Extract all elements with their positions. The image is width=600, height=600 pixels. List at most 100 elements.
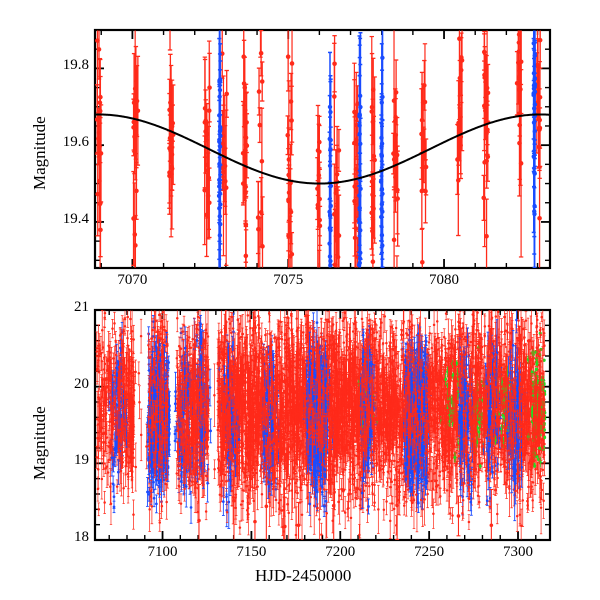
- red-point: [476, 463, 480, 466]
- red-point: [543, 460, 546, 464]
- red-0-point: [95, 191, 101, 197]
- red-9-point: [332, 211, 337, 217]
- red-12-point: [391, 98, 397, 104]
- red-11-point: [369, 109, 375, 114]
- red-4-point: [223, 185, 229, 190]
- red-point: [227, 317, 231, 321]
- red-7-point: [287, 254, 293, 259]
- red-0-point: [98, 151, 104, 156]
- red-point: [368, 484, 371, 488]
- red-12-point: [395, 196, 400, 201]
- red-point: [258, 326, 261, 330]
- red-9-point: [336, 148, 342, 153]
- red-6-point: [257, 122, 263, 128]
- red-9-point: [334, 172, 340, 177]
- red-1-point: [132, 232, 138, 237]
- red-14-point: [457, 36, 462, 42]
- red-point: [382, 508, 386, 512]
- plot-frame: [93, 28, 552, 270]
- red-7-point: [286, 157, 292, 162]
- red-6-point: [259, 79, 265, 84]
- red-13-point: [420, 259, 425, 265]
- blue-3-point: [379, 100, 384, 105]
- red-point: [154, 319, 158, 323]
- red-point: [204, 510, 208, 513]
- red-7-point: [289, 61, 295, 66]
- red-0-point: [95, 38, 100, 43]
- red-5-point: [243, 148, 248, 153]
- red-11-point: [370, 228, 375, 234]
- red-3-point: [204, 212, 209, 218]
- red-3-point: [202, 120, 208, 125]
- red-point: [205, 332, 209, 335]
- red-6-point: [256, 89, 262, 94]
- red-point: [260, 493, 264, 496]
- red-1-point: [132, 86, 138, 92]
- red-17-point: [535, 62, 540, 68]
- red-point: [477, 500, 481, 504]
- red-13-point: [423, 164, 429, 170]
- red-2-point: [168, 148, 174, 154]
- red-13-point: [419, 117, 425, 123]
- red-point: [238, 526, 242, 529]
- blue-2-point: [357, 112, 362, 117]
- red-13-point: [422, 83, 427, 88]
- red-6-point: [259, 158, 265, 164]
- red-point: [237, 332, 240, 335]
- sinusoidal-model-curve: [95, 113, 550, 185]
- blue-2-point: [357, 256, 363, 261]
- red-14-point: [459, 58, 465, 63]
- red-4-point: [219, 51, 225, 56]
- red-7-point: [288, 209, 294, 215]
- red-point: [303, 314, 307, 318]
- red-16-point: [518, 161, 524, 166]
- top-panel: [93, 28, 552, 270]
- red-6-point: [258, 50, 264, 56]
- red-0-point: [97, 201, 103, 207]
- red-15-point: [484, 233, 489, 239]
- red-12-point: [393, 90, 399, 95]
- red-point: [405, 500, 408, 503]
- red-point: [95, 456, 99, 459]
- red-point: [383, 315, 387, 318]
- blue-4-point: [532, 89, 538, 95]
- red-15-point: [481, 195, 487, 201]
- red-13-point: [422, 99, 428, 105]
- red-point: [285, 324, 288, 327]
- red-3-point: [204, 131, 210, 137]
- red-11-point: [370, 259, 376, 265]
- red-14-point: [456, 120, 461, 126]
- red-15-point: [485, 154, 491, 160]
- blue-3-point: [379, 206, 384, 212]
- red-9-point: [335, 254, 341, 260]
- red-16-point: [518, 87, 523, 92]
- red-17-point: [537, 117, 542, 123]
- blue-1-point: [327, 209, 332, 215]
- red-17-point: [537, 215, 542, 221]
- red-12-point: [391, 237, 397, 243]
- red-point: [264, 333, 267, 337]
- red-point: [126, 315, 129, 319]
- red-point: [114, 339, 117, 343]
- red-point: [480, 462, 484, 465]
- blue-4-point: [531, 41, 536, 46]
- red-point: [139, 433, 143, 437]
- red-point: [106, 471, 110, 474]
- red-10-point: [352, 184, 357, 189]
- blue-0-point: [216, 193, 222, 199]
- red-3-point: [206, 108, 212, 113]
- red-15-point: [484, 85, 490, 91]
- red-7-point: [285, 54, 291, 59]
- red-point: [287, 327, 291, 330]
- red-point: [318, 518, 321, 521]
- red-point: [388, 519, 392, 523]
- red-3-point: [202, 187, 208, 193]
- red-6-point: [260, 244, 265, 249]
- red-13-point: [420, 136, 426, 142]
- red-11-point: [372, 157, 377, 163]
- red-point: [456, 340, 459, 344]
- blue-1-point: [328, 263, 333, 268]
- red-1-point: [132, 134, 137, 140]
- red-point: [100, 477, 104, 481]
